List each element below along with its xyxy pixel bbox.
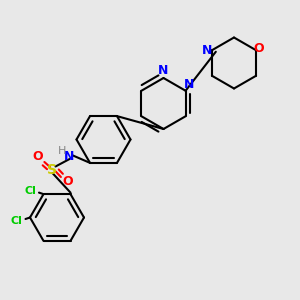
Text: H: H xyxy=(58,146,66,157)
Text: O: O xyxy=(62,175,73,188)
Text: O: O xyxy=(254,42,264,55)
Text: Cl: Cl xyxy=(24,186,36,196)
Text: S: S xyxy=(47,163,58,176)
Text: N: N xyxy=(183,78,194,91)
Text: N: N xyxy=(64,149,74,163)
Text: Cl: Cl xyxy=(11,215,22,226)
Text: N: N xyxy=(158,64,169,77)
Text: N: N xyxy=(202,44,213,57)
Text: O: O xyxy=(32,150,43,163)
